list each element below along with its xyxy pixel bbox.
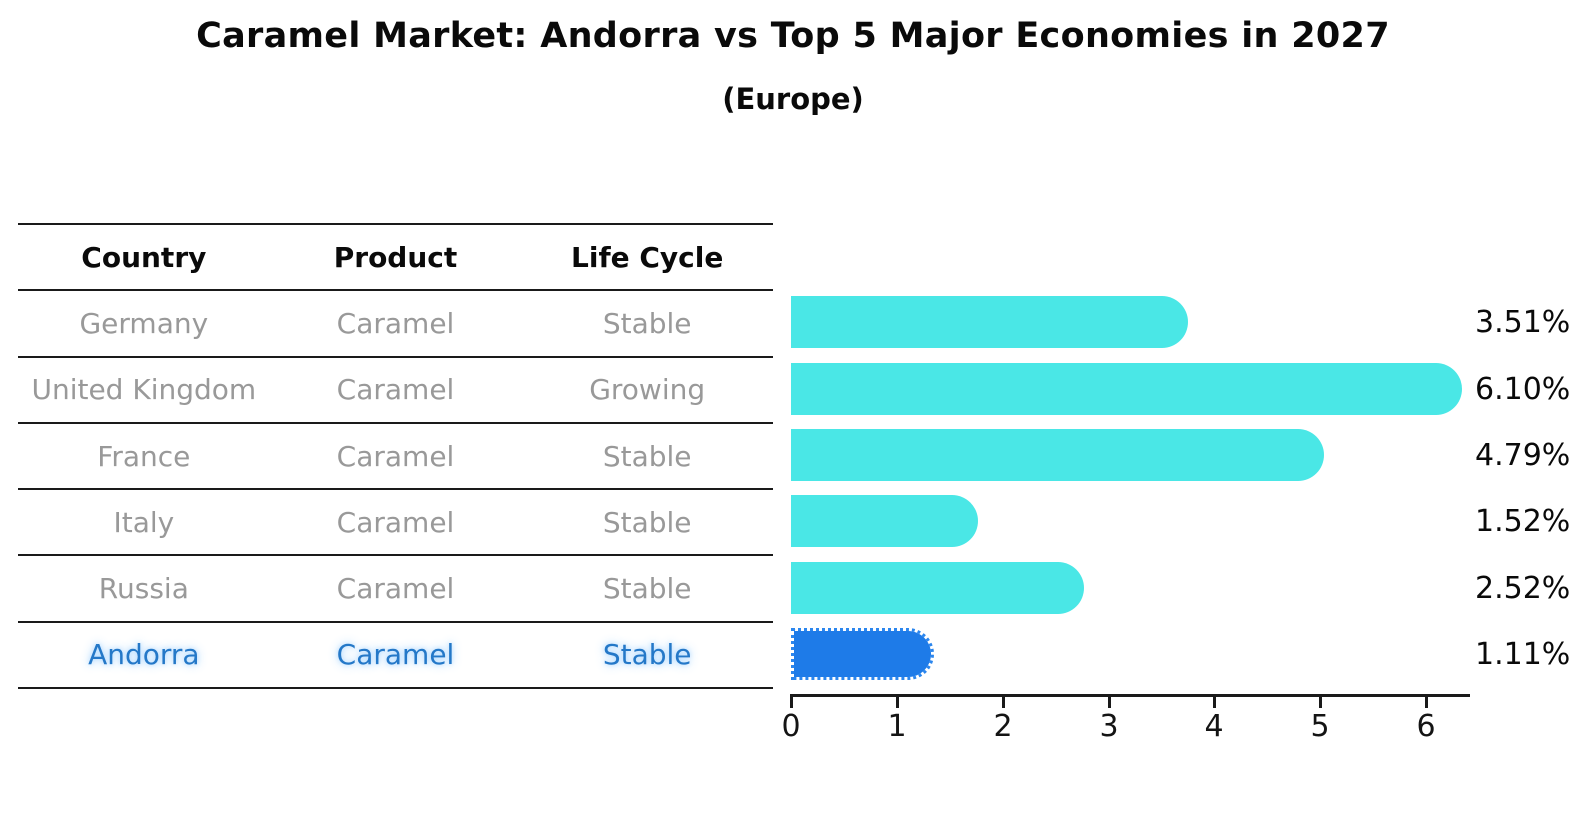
cell-product: Caramel — [336, 373, 455, 407]
cell-life-cycle: Stable — [602, 439, 692, 473]
cell-life-cycle: Stable — [602, 306, 692, 340]
cell-country: United Kingdom — [31, 373, 257, 407]
cell-life-cycle: Stable — [602, 638, 692, 672]
cell-product: Caramel — [336, 505, 455, 539]
x-axis-tick-label: 3 — [1099, 709, 1119, 744]
x-axis-tick-label: 0 — [781, 709, 801, 744]
bar-united-kingdom — [791, 363, 1463, 415]
table-row-russia: Russia Caramel Stable — [18, 554, 773, 620]
table-header-row: Country Product Life Cycle — [18, 223, 773, 289]
bar-italy — [791, 495, 978, 547]
table-row-united-kingdom: United Kingdom Caramel Growing — [18, 355, 773, 422]
country-table: Country Product Life Cycle Germany Caram… — [18, 223, 773, 690]
cell-product: Caramel — [336, 439, 455, 473]
x-axis-tick-label: 5 — [1310, 709, 1330, 744]
cell-country: Italy — [113, 505, 175, 539]
x-axis-tick — [790, 697, 793, 708]
table-row-andorra: Andorra Caramel Stable — [18, 620, 773, 687]
x-axis-tick — [896, 697, 899, 708]
cell-life-cycle: Stable — [602, 572, 692, 606]
cell-life-cycle: Stable — [602, 505, 692, 539]
cell-country: Andorra — [88, 638, 200, 672]
column-header-product: Product — [333, 240, 458, 274]
x-axis-tick — [1002, 697, 1005, 708]
bar-andorra — [791, 628, 935, 680]
table-row-france: France Caramel Stable — [18, 421, 773, 488]
chart-title: Caramel Market: Andorra vs Top 5 Major E… — [196, 16, 1390, 56]
x-axis-tick — [1425, 697, 1428, 708]
x-axis-spine — [790, 694, 1470, 697]
value-label-italy: 1.52% — [1475, 503, 1571, 539]
table-row-italy: Italy Caramel Stable — [18, 488, 773, 554]
cell-country: France — [97, 439, 191, 473]
x-axis-tick-label: 6 — [1416, 709, 1436, 744]
bar-russia — [791, 562, 1084, 614]
value-label-france: 4.79% — [1475, 437, 1571, 473]
cell-country: Russia — [98, 572, 189, 606]
value-label-russia: 2.52% — [1475, 570, 1571, 606]
bar-france — [791, 429, 1324, 481]
cell-product: Caramel — [336, 306, 455, 340]
bar-germany — [791, 296, 1189, 348]
x-axis-tick — [1213, 697, 1216, 708]
cell-product: Caramel — [336, 572, 455, 606]
cell-country: Germany — [79, 306, 209, 340]
table-row-germany: Germany Caramel Stable — [18, 289, 773, 355]
x-axis-tick — [1319, 697, 1322, 708]
x-axis-tick — [1108, 697, 1111, 708]
x-axis-tick-label: 4 — [1204, 709, 1224, 744]
column-header-life-cycle: Life Cycle — [571, 240, 724, 274]
value-label-andorra: 1.11% — [1475, 636, 1571, 672]
cell-life-cycle: Growing — [589, 373, 706, 407]
x-axis-tick-label: 2 — [993, 709, 1013, 744]
column-header-country: Country — [81, 240, 207, 274]
value-label-united-kingdom: 6.10% — [1475, 371, 1571, 407]
value-label-germany: 3.51% — [1475, 304, 1571, 340]
chart-subtitle: (Europe) — [722, 82, 864, 116]
cell-product: Caramel — [336, 638, 455, 672]
x-axis-tick-label: 1 — [887, 709, 907, 744]
